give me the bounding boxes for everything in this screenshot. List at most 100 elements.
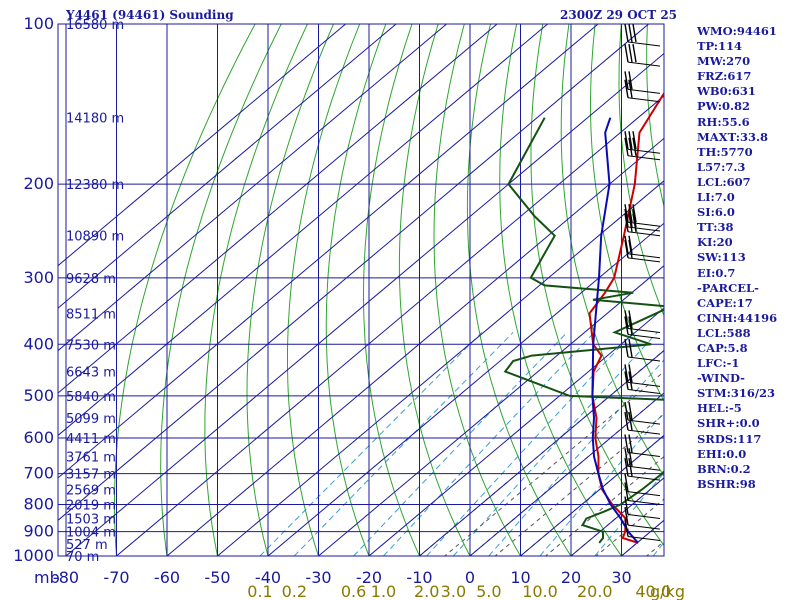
moist-adiabat-line <box>595 498 664 556</box>
sounding-indices-panel: WMO:94461 TP:114 MW:270 FRZ:617 WB0:631 PW:0.… <box>697 24 797 492</box>
height-label: 16580 m <box>66 18 124 33</box>
wind-barb <box>624 364 661 387</box>
parcel-line <box>591 117 639 544</box>
wind-barb <box>624 316 661 339</box>
height-label: 4411 m <box>66 432 116 447</box>
index-item: LFC:-1 <box>697 356 740 371</box>
height-label: 3157 m <box>66 468 116 483</box>
isotherm-line <box>166 137 664 556</box>
dewpoint-line <box>503 117 664 544</box>
temperature-tick-label: -60 <box>154 568 180 587</box>
pressure-tick-label: 600 <box>23 428 54 447</box>
isotherm-line <box>267 222 664 556</box>
observation-time: 2300Z 29 OCT 25 <box>560 8 677 22</box>
temperature-tick-label: -20 <box>356 568 382 587</box>
wind-barb <box>624 473 661 497</box>
wind-barb <box>624 506 661 530</box>
index-item: SRDS:117 <box>697 431 762 446</box>
sounding-series <box>503 91 664 544</box>
height-label: 8511 m <box>66 307 116 322</box>
mixing-ratio-line <box>539 411 664 556</box>
mixing-ratio-label: 0.2 <box>282 582 307 600</box>
dry-adiabat-line <box>114 24 256 556</box>
pressure-tick-label: 900 <box>23 522 54 541</box>
index-item: HEL:-5 <box>697 401 742 416</box>
grid-lines <box>57 23 665 557</box>
wind-barb <box>624 137 661 161</box>
index-item: TP:114 <box>697 39 743 54</box>
isotherm-line <box>58 24 346 267</box>
index-item: BRN:0.2 <box>697 461 751 476</box>
moist-adiabat-line <box>494 413 664 556</box>
isotherm-line <box>65 52 664 556</box>
height-label: 70 m <box>66 550 99 565</box>
index-item: LCL:588 <box>697 325 751 340</box>
pressure-tick-label: 700 <box>23 464 54 483</box>
temperature-tick-label: 10 <box>510 568 530 587</box>
index-item: LI:7.0 <box>697 190 735 205</box>
index-item: WMO:94461 <box>697 24 777 38</box>
mixing-ratio-line <box>383 332 595 556</box>
index-item: LCL:607 <box>697 174 751 189</box>
dry-adiabat-line <box>363 24 421 556</box>
dry-adiabat-line <box>433 24 522 556</box>
mixing-ratio-line <box>488 359 664 556</box>
isotherm-line <box>116 95 664 556</box>
wind-barb <box>624 208 661 232</box>
wind-barb <box>624 239 661 263</box>
wind-barb <box>624 338 661 362</box>
index-item: -WIND- <box>697 371 745 386</box>
mixing-ratio-line <box>426 332 634 556</box>
isotherm-line <box>58 24 548 437</box>
pressure-tick-label: 100 <box>23 14 54 33</box>
index-item: CINH:44196 <box>697 310 778 325</box>
mixing-ratio-label: 0.1 <box>247 582 272 600</box>
index-item: -PARCEL- <box>697 280 759 295</box>
wind-barb <box>624 457 661 481</box>
isotherm-line <box>58 24 447 352</box>
pressure-tick-label: 800 <box>23 494 54 513</box>
height-label: 2019 m <box>66 498 116 513</box>
wind-barbs <box>624 23 661 541</box>
dry-adiabat-line <box>325 24 387 556</box>
index-item: L57:7.3 <box>697 159 746 174</box>
index-item: SI:6.0 <box>697 205 735 220</box>
height-label: 9628 m <box>66 272 116 287</box>
wind-barb <box>624 518 661 541</box>
pressure-tick-label: 1000 <box>13 546 54 565</box>
mixing-ratio-line <box>453 332 658 556</box>
wind-barb <box>624 131 661 154</box>
wind-barb <box>624 434 661 457</box>
wind-barb <box>624 79 661 103</box>
isotherm-line <box>419 349 664 556</box>
height-label: 7530 m <box>66 338 116 353</box>
index-item: EHI:0.0 <box>697 446 747 461</box>
height-label: 2569 m <box>66 484 116 499</box>
dry-adiabat-line <box>499 24 623 556</box>
isotherm-line <box>58 24 498 394</box>
index-item: PW:0.82 <box>697 99 751 114</box>
pressure-tick-label: 200 <box>23 174 54 193</box>
chart-title: Y4461 (94461) Sounding <box>65 8 234 22</box>
mixing-ratio-label: 5.0 <box>476 582 501 600</box>
isotherm-line <box>368 307 664 556</box>
mixing-ratio-unit: g/kg <box>650 582 685 600</box>
index-item: TT:38 <box>697 220 734 235</box>
mixing-ratio-line <box>353 332 568 556</box>
wind-barb <box>624 310 661 333</box>
dry-adiabat-line <box>287 24 361 556</box>
index-item: WB0:631 <box>697 84 756 99</box>
temperature-tick-label: -80 <box>53 568 79 587</box>
index-item: BSHR:98 <box>697 476 756 491</box>
height-label: 5099 m <box>66 412 116 427</box>
isotherm-line <box>318 265 664 556</box>
dry-adiabat-line <box>398 24 471 556</box>
temperature-tick-label: 0 <box>465 568 475 587</box>
mixing-ratio-label: 0.6 <box>341 582 366 600</box>
isotherm-line <box>58 24 397 309</box>
wind-barb <box>624 482 661 505</box>
index-item: MAXT:33.8 <box>697 129 768 144</box>
wind-barb <box>624 371 661 395</box>
index-item: TH:5770 <box>697 144 753 159</box>
